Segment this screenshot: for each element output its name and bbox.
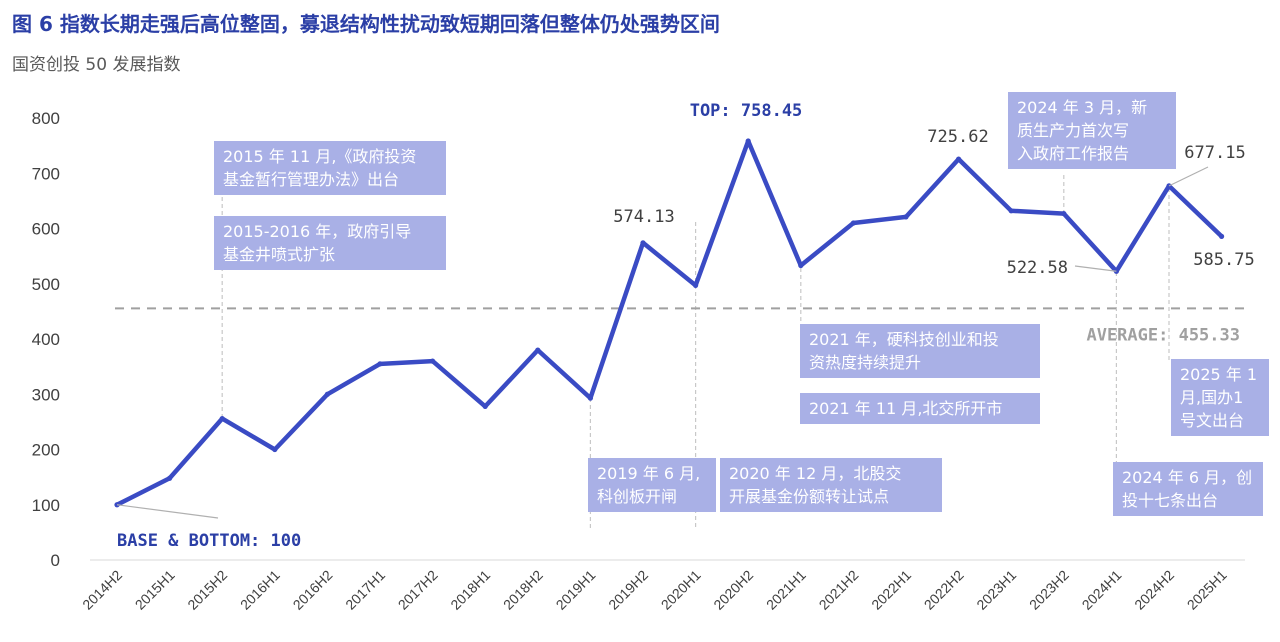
data-label: 574.13 <box>613 207 674 227</box>
y-tick-label: 600 <box>32 220 60 239</box>
x-tick-label: 2015H2 <box>184 567 230 613</box>
x-tick-label: 2023H1 <box>973 567 1019 613</box>
x-tick-label: 2017H2 <box>395 567 441 613</box>
annotation-2024-vc-17-measures: 2024 年 6 月，创 投十七条出台 <box>1113 462 1263 516</box>
y-tick-label: 400 <box>32 330 60 349</box>
data-point <box>903 214 909 220</box>
x-tick-label: 2018H1 <box>447 567 493 613</box>
annotation-line: 月,国办1 <box>1180 388 1244 407</box>
x-tick-label: 2020H1 <box>658 567 704 613</box>
label-leader-line <box>1168 166 1209 187</box>
x-tick-label: 2016H2 <box>290 567 336 613</box>
annotation-line: 2019 年 6 月, <box>597 464 701 483</box>
x-tick-label: 2015H1 <box>132 567 178 613</box>
data-point <box>1061 210 1067 217</box>
y-tick-label: 700 <box>32 164 60 183</box>
annotation-line: 开展基金份额转让试点 <box>729 487 890 506</box>
annotation-line: 2020 年 12 月，北股交 <box>729 464 902 483</box>
annotation-2025-state-council-doc1: 2025 年 1 月,国办1 号文出台 <box>1171 359 1269 436</box>
y-tick-label: 800 <box>32 109 60 128</box>
annotation-line: 2021 年 11 月,北交所开市 <box>809 399 1003 418</box>
data-point <box>535 347 541 353</box>
data-label: 522.58 <box>1007 258 1068 278</box>
x-tick-label: 2022H2 <box>921 567 967 613</box>
data-point <box>693 282 699 289</box>
series-layer <box>114 138 1225 508</box>
annotation-2015-fund-rules: 2015 年 11 月,《政府投资 基金暂行管理办法》出台 <box>214 141 446 195</box>
annotation-line: 2021 年，硬科技创业和投 <box>809 330 999 349</box>
label-leader-line <box>1074 265 1117 272</box>
data-point <box>324 391 330 397</box>
annotation-2019-star-market: 2019 年 6 月, 科创板开闸 <box>588 458 716 512</box>
annotation-line: 2024 年 3 月，新 <box>1017 98 1148 117</box>
data-point <box>587 395 594 401</box>
annotation-2021-hard-tech: 2021 年，硬科技创业和投 资热度持续提升 <box>800 324 1040 378</box>
chart-title: 图 6 指数长期走强后高位整固，募退结构性扰动致短期回落但整体仍处强势区间 <box>12 12 720 36</box>
annotation-line: 2024 年 6 月，创 <box>1122 468 1253 487</box>
data-point <box>430 358 436 364</box>
x-tick-label: 2024H1 <box>1079 567 1125 613</box>
data-label: 585.75 <box>1193 250 1254 270</box>
data-label: 725.62 <box>927 127 988 147</box>
annotation-2020-share-transfer: 2020 年 12 月，北股交 开展基金份额转让试点 <box>720 458 942 512</box>
annotation-line: 基金暂行管理办法》出台 <box>223 170 400 189</box>
data-point <box>850 220 857 226</box>
x-tick-label: 2019H1 <box>553 567 599 613</box>
data-point <box>1008 208 1014 214</box>
y-tick-label: 500 <box>32 275 60 294</box>
x-tick-label: 2014H2 <box>79 567 125 613</box>
x-tick-label: 2023H2 <box>1026 567 1072 613</box>
data-point <box>377 361 383 367</box>
average-label: AVERAGE: 455.33 <box>1086 325 1240 345</box>
annotation-line: 入政府工作报告 <box>1017 144 1130 163</box>
x-tick-label: 2018H2 <box>500 567 546 613</box>
data-point <box>1219 233 1225 239</box>
annotation-line: 投十七条出台 <box>1122 491 1219 510</box>
data-point <box>956 156 962 162</box>
data-point <box>640 240 646 246</box>
x-tick-label: 2022H1 <box>868 567 914 613</box>
x-tick-label: 2020H2 <box>710 567 756 613</box>
x-tick-label: 2021H1 <box>763 567 809 613</box>
annotation-line: 科创板开闸 <box>597 487 678 506</box>
y-tick-label: 100 <box>32 496 60 515</box>
x-axis: 2014H2 2015H1 2015H2 2016H1 2016H2 2017H1 2017… <box>79 559 1245 613</box>
annotation-line: 质生产力首次写 <box>1017 121 1130 140</box>
x-tick-label: 2017H1 <box>342 567 388 613</box>
annotation-2021-bse-opening: 2021 年 11 月,北交所开市 <box>800 393 1040 424</box>
x-tick-label: 2024H2 <box>1131 567 1177 613</box>
annotation-2024-new-productivity: 2024 年 3 月，新 质生产力首次写 入政府工作报告 <box>1008 92 1176 169</box>
average-line-group: AVERAGE: 455.33 <box>115 307 1245 345</box>
x-tick-label: 2019H2 <box>605 567 651 613</box>
data-label: TOP: 758.45 <box>690 101 803 121</box>
annotation-line: 2025 年 1 <box>1180 365 1258 384</box>
y-axis: 0 100 200 300 400 500 600 700 800 <box>32 109 60 570</box>
x-tick-label: 2016H1 <box>237 567 283 613</box>
data-point <box>219 415 225 422</box>
data-point <box>167 475 173 481</box>
y-tick-label: 200 <box>32 441 60 460</box>
label-leader-line <box>116 504 219 519</box>
y-tick-label: 0 <box>51 551 60 570</box>
annotation-line: 号文出台 <box>1180 411 1245 430</box>
annotation-line: 基金井喷式扩张 <box>223 245 336 264</box>
x-tick-label: 2025H1 <box>1184 567 1230 613</box>
chart-subtitle: 国资创投 50 发展指数 <box>12 55 181 75</box>
data-point <box>745 138 751 144</box>
annotation-line: 资热度持续提升 <box>809 353 922 372</box>
index-series-line <box>114 138 1224 508</box>
data-point <box>798 262 804 269</box>
annotation-line: 2015 年 11 月,《政府投资 <box>223 147 417 166</box>
data-point <box>272 446 278 453</box>
data-point <box>482 403 488 410</box>
x-tick-label: 2021H2 <box>816 567 862 613</box>
data-label: BASE & BOTTOM: 100 <box>117 531 301 551</box>
annotation-2015-2016-expansion: 2015-2016 年，政府引导 基金井喷式扩张 <box>214 216 446 270</box>
data-label: 677.15 <box>1184 143 1245 163</box>
data-labels: 574.13 TOP: 758.45 725.62 522.58 677.15 585.7… <box>116 101 1255 551</box>
y-tick-label: 300 <box>32 385 60 404</box>
annotation-line: 2015-2016 年，政府引导 <box>223 222 412 241</box>
